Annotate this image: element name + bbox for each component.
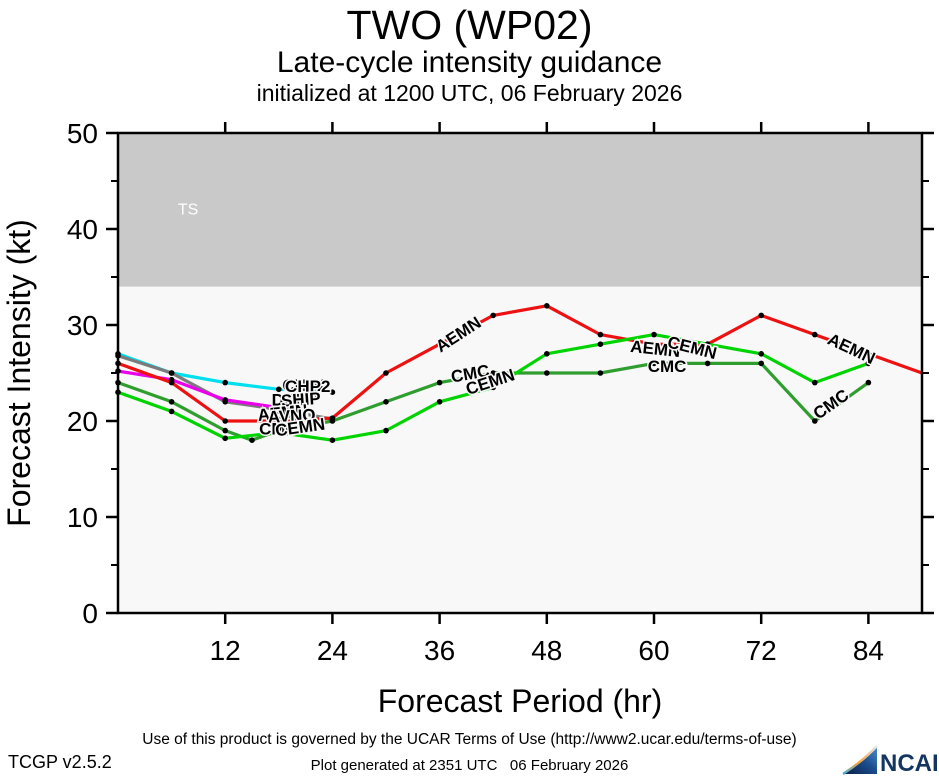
x-tick-label: 36 bbox=[424, 635, 455, 666]
data-point-CMC bbox=[865, 379, 872, 386]
data-point-AEMN bbox=[222, 418, 228, 424]
data-point-CEMN bbox=[276, 429, 282, 436]
data-point-CMC bbox=[812, 418, 818, 424]
data-point-CEMN bbox=[544, 351, 550, 357]
ncar-logo: NCAR bbox=[842, 745, 937, 776]
data-point-CHPA bbox=[222, 379, 228, 386]
data-point-CEMN bbox=[490, 384, 497, 391]
x-tick-label: 12 bbox=[210, 635, 241, 666]
plot-generated-text: Plot generated at 2351 UTC 06 February 2… bbox=[310, 757, 629, 774]
x-tick-label: 84 bbox=[853, 635, 884, 666]
ts-intensity-band bbox=[118, 133, 922, 287]
ts-band-label: TS bbox=[178, 202, 198, 219]
data-point-DSHP bbox=[168, 370, 175, 376]
y-tick-label: 40 bbox=[67, 214, 98, 245]
ncar-swoosh-shape bbox=[843, 746, 877, 774]
data-point-CMC bbox=[249, 437, 255, 444]
data-point-CMC bbox=[597, 370, 604, 376]
data-point-AEMN bbox=[812, 331, 818, 338]
data-point-AEMN bbox=[383, 370, 389, 376]
data-point-CEMN bbox=[704, 341, 711, 348]
data-point-AEMN bbox=[758, 312, 764, 319]
y-tick-label: 30 bbox=[67, 310, 98, 341]
data-point-AEMN bbox=[276, 418, 282, 424]
line-label-CMC: CMC bbox=[648, 357, 687, 376]
line-label-CHP2: CHP2 bbox=[285, 377, 330, 396]
data-point-CMC bbox=[329, 418, 336, 424]
line-label-CHPA: CHPA bbox=[282, 376, 329, 395]
data-point-CHPA bbox=[329, 389, 336, 396]
tcgp-version-label: TCGP v2.5.2 bbox=[8, 752, 112, 772]
data-point-CMC bbox=[490, 370, 497, 376]
data-point-SHIP bbox=[302, 407, 309, 414]
y-tick-label: 20 bbox=[67, 406, 98, 437]
data-point-CMC bbox=[222, 427, 228, 434]
data-point-CMC bbox=[704, 360, 711, 367]
x-tick-label: 60 bbox=[638, 635, 669, 666]
storm-title: TWO (WP02) bbox=[346, 2, 593, 48]
x-axis-title: Forecast Period (hr) bbox=[378, 683, 663, 719]
data-point-AEMN bbox=[865, 351, 872, 357]
data-point-CMC bbox=[168, 399, 175, 405]
data-point-SHIP bbox=[276, 404, 282, 411]
initialization-time: initialized at 1200 UTC, 06 February 202… bbox=[256, 80, 683, 106]
data-point-CEMN bbox=[812, 379, 818, 386]
data-point-CEMN bbox=[168, 408, 175, 415]
data-point-CEMN bbox=[222, 435, 228, 442]
data-point-AEMN bbox=[597, 331, 604, 338]
x-tick-label: 72 bbox=[746, 635, 777, 666]
series-line-AEMN bbox=[116, 304, 924, 423]
data-point-CEMN bbox=[758, 351, 764, 357]
data-point-CHPA bbox=[276, 386, 282, 393]
data-point-CMC bbox=[436, 379, 443, 386]
data-point-CEMN bbox=[651, 331, 657, 338]
ucar-terms-text: Use of this product is governed by the U… bbox=[142, 731, 797, 748]
data-point-CMC bbox=[383, 399, 389, 405]
line-label-DSHP: DSHP bbox=[272, 391, 319, 410]
line-label-AVNO: AVNO bbox=[267, 405, 316, 426]
data-point-SHIP bbox=[222, 397, 228, 403]
data-point-AEMN bbox=[544, 303, 550, 309]
data-point-CEMN bbox=[436, 399, 443, 405]
data-point-CEMN bbox=[597, 341, 604, 348]
x-tick-label: 48 bbox=[531, 635, 562, 666]
y-tick-label: 50 bbox=[67, 118, 98, 149]
data-point-CMC bbox=[651, 360, 657, 367]
y-tick-label: 10 bbox=[67, 502, 98, 533]
y-axis-title: Forecast Intensity (kt) bbox=[1, 219, 37, 527]
data-point-AEMN bbox=[168, 379, 175, 386]
data-point-CEMN bbox=[383, 427, 389, 434]
data-point-CEMN bbox=[329, 437, 336, 444]
ncar-logo-text: NCAR bbox=[880, 750, 937, 776]
line-label-CMC: CMC bbox=[259, 419, 298, 438]
data-point-AEMN bbox=[651, 341, 657, 348]
data-point-CEMN bbox=[865, 360, 872, 367]
ncar-rainbow-arc bbox=[842, 745, 878, 776]
data-point-CMC bbox=[758, 360, 764, 367]
line-label-SHIP: SHIP bbox=[280, 389, 321, 411]
data-point-AEMN bbox=[490, 312, 497, 319]
x-tick-label: 24 bbox=[317, 635, 348, 666]
data-point-AEMN bbox=[436, 341, 443, 348]
y-tick-label: 0 bbox=[82, 598, 98, 629]
plot-subtitle: Late-cycle intensity guidance bbox=[276, 46, 663, 79]
data-point-CMC bbox=[544, 370, 550, 376]
